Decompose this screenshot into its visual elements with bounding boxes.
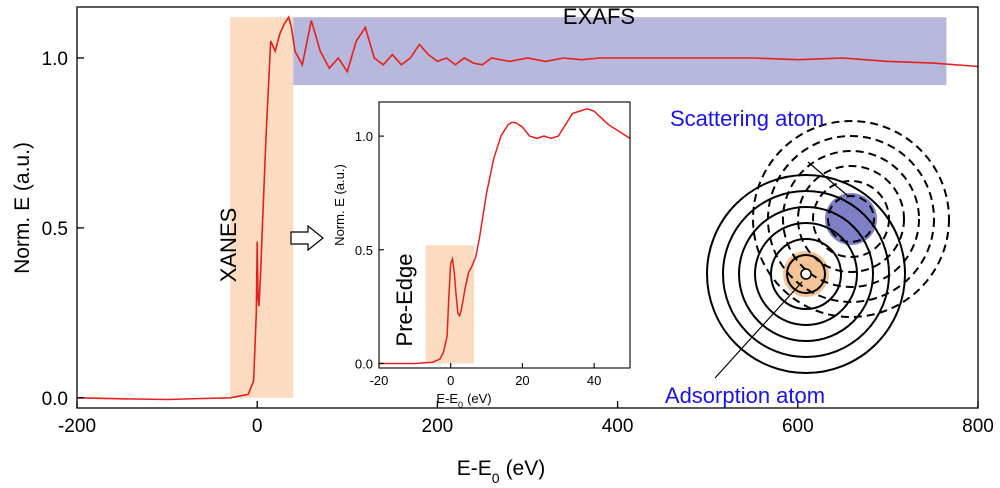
scattering-shell-5 [767,135,935,303]
main-x-tick-label: 0 [252,416,263,437]
absorption-atom-label: Adsorption atom [665,383,825,408]
scattering-atom-disc [825,193,877,245]
inset-x-tick-label: 40 [587,373,601,388]
scattering-shell-4 [782,150,920,288]
inset-x-ticks: -20 0 20 40 [370,363,601,388]
inset-y-tick-label: 0.5 [355,243,373,258]
main-x-label-subscript: 0 [492,470,500,483]
main-x-label-text: E-E [457,457,492,480]
absorption-shell-6 [706,174,906,374]
scattering-atom-label: Scattering atom [670,106,824,131]
inset-y-ticks: 0.0 0.5 1.0 [355,129,384,371]
absorption-leader-line [714,281,803,379]
main-x-tick-label: -200 [58,416,96,437]
inset-spectrum-line [379,108,631,365]
scattering-leader-line [807,161,849,197]
right-arrow-icon [290,224,324,252]
xanes-label: XANES [216,208,241,283]
inset-x-tick-label: 0 [447,373,454,388]
main-y-axis-title: Norm. E (a.u.) [11,142,34,274]
inset-x-label-unit: (eV) [467,391,492,406]
main-spectrum-line [76,15,979,401]
main-x-label-unit: (eV) [506,457,546,480]
main-region-bands [230,17,947,398]
inset-y-tick-label: 1.0 [355,129,373,144]
inset-x-tick-label: 20 [515,373,529,388]
main-y-tick-label: 0.5 [42,219,68,240]
scattering-shells-icon [706,120,950,379]
pre-edge-label: Pre-Edge [392,254,417,347]
inset-background [379,102,630,368]
inset-region-band-pre-edge [425,245,475,364]
main-y-tick-label: 0.0 [42,389,68,410]
scattering-shells [752,120,950,318]
absorption-shell-3 [754,222,858,326]
inset-region-layer [425,245,475,364]
inset-plot-frame [378,101,631,369]
main-x-tick-label: 200 [422,416,454,437]
inset-x-label-subscript: 0 [458,400,463,410]
scattering-shell-2 [812,180,890,258]
main-x-axis-title: E-E0 (eV) [457,457,546,483]
inset-x-label-text: E-E [436,391,458,406]
main-x-tick-label: 600 [782,416,814,437]
region-band-xanes [230,17,294,398]
scattering-shell-1 [827,195,875,243]
inset-y-axis-title: Norm. E (a.u.) [332,164,347,246]
main-x-tick-label: 800 [962,416,994,437]
main-plot-frame [76,6,979,409]
absorption-shell-1 [786,254,826,294]
main-x-ticks: -200 0 200 400 600 800 [58,401,994,437]
main-y-tick-label: 1.0 [42,49,68,70]
inset-y-tick-label: 0.0 [355,356,373,371]
inset-x-tick-label: -20 [370,373,389,388]
absorption-atom-center [800,268,812,280]
main-x-tick-label: 400 [602,416,634,437]
main-y-ticks: 0.0 0.5 1.0 [42,49,84,410]
scattering-shell-6 [752,120,950,318]
exafs-label: EXAFS [563,4,635,29]
inset-x-axis-title: E-E0 (eV) [436,391,491,410]
scattering-shell-3 [797,165,905,273]
absorption-shell-4 [738,206,874,342]
region-band-exafs [293,17,947,86]
